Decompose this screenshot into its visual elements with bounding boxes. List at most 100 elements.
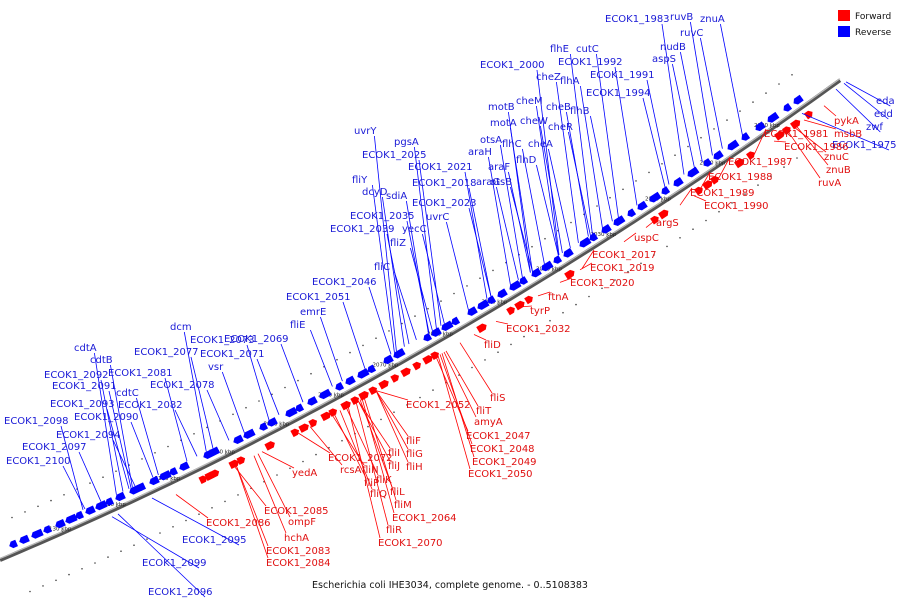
dot-lower xyxy=(159,532,161,534)
dot-lower xyxy=(367,425,369,428)
reverse-gene xyxy=(589,232,599,242)
tick-mark xyxy=(388,366,391,369)
forward-gene-label: fliL xyxy=(390,487,405,498)
reverse-gene-label: flhB xyxy=(570,106,590,117)
forward-gene-label: ECOK1_2070 xyxy=(378,538,443,549)
tick-mark xyxy=(497,303,500,306)
reverse-leader xyxy=(310,329,333,387)
forward-gene-label: ECOK1_1989 xyxy=(690,188,755,199)
forward-gene xyxy=(210,469,220,479)
reverse-leader xyxy=(488,156,511,285)
forward-leader xyxy=(823,105,837,117)
dot-upper xyxy=(102,476,104,479)
forward-gene xyxy=(368,386,377,396)
forward-gene-label: ECOK1_1981 xyxy=(764,129,829,140)
tick-mark xyxy=(170,479,173,483)
forward-leader xyxy=(309,426,343,466)
reverse-gene xyxy=(441,320,454,332)
reverse-gene-label: cheB xyxy=(546,102,571,113)
reverse-leader xyxy=(246,344,270,421)
forward-gene-label: fliS xyxy=(490,393,505,404)
reverse-legend-label: Reverse xyxy=(855,28,892,38)
dot-upper xyxy=(388,330,390,332)
forward-gene xyxy=(514,300,525,311)
reverse-gene-label: ECOK1_2093 xyxy=(50,399,115,410)
reverse-gene-label: flhE xyxy=(550,44,569,55)
reverse-gene xyxy=(553,255,563,264)
dot-lower xyxy=(29,590,31,593)
forward-gene-label: fliF xyxy=(406,436,421,447)
forward-gene-label: ECOK1_2048 xyxy=(470,444,535,455)
tick-label: 2110 kbp xyxy=(155,476,181,482)
reverse-gene xyxy=(661,186,671,195)
reverse-gene-label: cheZ xyxy=(536,72,561,83)
dot-upper xyxy=(739,110,741,112)
dot-lower xyxy=(783,166,785,168)
reverse-leader xyxy=(570,53,593,235)
forward-gene xyxy=(781,126,791,135)
forward-gene-label: uspC xyxy=(634,233,659,244)
reverse-gene xyxy=(755,121,766,132)
reverse-gene-label: edd xyxy=(874,109,893,120)
reverse-leader xyxy=(130,421,154,478)
reverse-leader xyxy=(536,105,559,256)
reverse-gene xyxy=(345,375,356,386)
reverse-gene-label: ECOK1_2018 xyxy=(412,178,477,189)
forward-leader xyxy=(697,171,711,194)
forward-leader xyxy=(175,494,209,519)
reverse-gene-label: fliY xyxy=(352,175,368,186)
forward-leader xyxy=(787,131,821,179)
reverse-leader xyxy=(590,115,613,222)
reverse-leader xyxy=(510,186,533,272)
forward-gene-label: ECOK1_2017 xyxy=(592,250,657,261)
forward-gene xyxy=(236,456,246,465)
dot-upper xyxy=(271,393,273,396)
dot-upper xyxy=(791,74,793,76)
reverse-leader xyxy=(568,131,591,236)
reverse-gene-label: ECOK1_2073 xyxy=(190,335,255,346)
dot-lower xyxy=(549,319,551,322)
dot-upper xyxy=(687,145,689,148)
dot-lower xyxy=(120,550,122,552)
dot-lower xyxy=(796,157,798,159)
dot-upper xyxy=(310,372,312,375)
reverse-leader xyxy=(382,196,405,347)
reverse-gene xyxy=(335,382,345,391)
forward-gene-label: ECOK1_2086 xyxy=(206,518,271,529)
tick-label: 2010 kbp xyxy=(700,160,726,166)
reverse-leader xyxy=(843,82,889,120)
dot-upper xyxy=(479,277,481,280)
dot-upper xyxy=(232,413,234,416)
forward-gene-label: fliJ xyxy=(388,461,400,472)
forward-leader xyxy=(357,400,391,462)
reverse-gene xyxy=(613,215,626,226)
reverse-gene xyxy=(601,223,612,234)
reverse-leader xyxy=(835,88,881,133)
forward-gene-label: fliK xyxy=(376,475,392,486)
forward-gene-label: fliH xyxy=(406,462,423,473)
tick-label: 2130 kbp xyxy=(46,527,72,533)
forward-leader xyxy=(361,398,395,514)
tick-label: 2060 kbp xyxy=(427,332,453,338)
reverse-gene-label: sdiA xyxy=(386,191,407,202)
dot-upper xyxy=(440,300,442,302)
dot-upper xyxy=(63,494,65,496)
reverse-gene-label: ECOK1_1983 xyxy=(605,14,670,25)
reverse-leader xyxy=(183,331,207,452)
dot-lower xyxy=(380,418,382,421)
label-leader-lines xyxy=(60,21,891,598)
dot-upper xyxy=(453,292,455,295)
reverse-gene-label: ECOK1_2035 xyxy=(350,211,415,222)
reverse-leader xyxy=(111,516,200,569)
reverse-leader xyxy=(136,397,159,476)
reverse-gene xyxy=(367,364,377,374)
forward-gene xyxy=(308,419,318,428)
reverse-leader xyxy=(190,356,214,449)
reverse-gene xyxy=(431,327,442,337)
reverse-leader xyxy=(672,63,695,168)
forward-leader xyxy=(803,119,837,130)
reverse-leader xyxy=(372,184,395,353)
reverse-gene xyxy=(727,139,740,151)
reverse-leader xyxy=(117,513,206,598)
